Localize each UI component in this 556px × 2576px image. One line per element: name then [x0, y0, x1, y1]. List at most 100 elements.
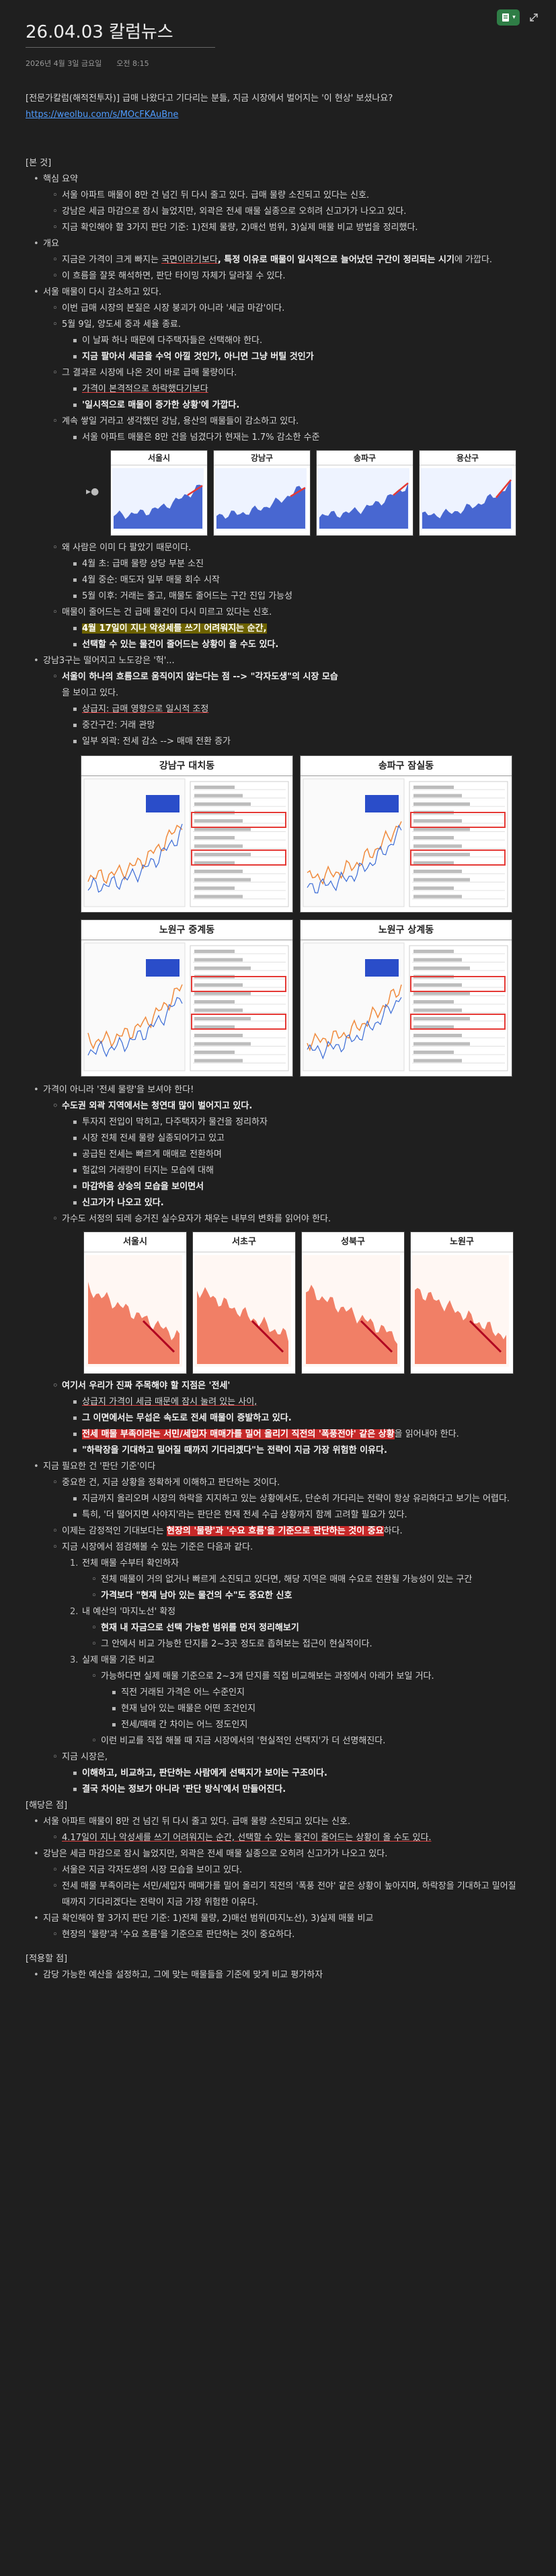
lease-chart: 서초구 — [192, 1232, 296, 1374]
district-chart: 강남구 대치동 — [81, 755, 293, 913]
criterion-sub: 이런 비교를 직접 해볼 때 지금 시장에서의 '현실적인 선택지'가 더 선명… — [91, 1733, 516, 1749]
table-cell — [194, 886, 235, 890]
area-series — [197, 1287, 288, 1364]
criterion-title: 실제 매물 기준 비교 — [70, 1653, 516, 1669]
market-sub: 이해하고, 비교하고, 판단하는 사람에게 선택지가 보이는 구조이다. — [73, 1766, 516, 1782]
price-sub: 시장 전체 전세 물량 실종되어가고 있고 — [73, 1131, 516, 1147]
note-time: 오전 8:15 — [116, 59, 149, 68]
table-cell — [413, 802, 470, 806]
gangbuk-sub: 상급지: 급매 영향으로 일시적 조정 — [73, 702, 516, 718]
table-cell — [413, 950, 454, 953]
callout-box — [365, 795, 399, 812]
summary-item: 서울 아파트 매물이 8만 건 넘긴 뒤 다시 줄고 있다. 급매 물량 소진되… — [52, 188, 516, 204]
trend-arrow — [360, 1320, 393, 1353]
lease-series — [307, 824, 402, 894]
table-cell — [413, 853, 470, 856]
now-sub: 지금까지 올리오며 시장의 하락을 지지하고 있는 상황에서도, 단순히 가다리… — [73, 1491, 516, 1507]
decrease-line: 그 결과로 시장에 나온 것이 바로 급매 물량이다. — [52, 365, 516, 381]
table-cell — [194, 983, 243, 987]
table-cell — [194, 870, 243, 873]
focus-tail: 을 읽어내야 한다. — [394, 1429, 459, 1439]
price-line: 수도권 외곽 지역에서는 청연대 많이 벌어지고 있다. — [52, 1098, 516, 1114]
highlight-box — [191, 849, 286, 866]
criterion-title: 전체 매물 수부터 확인하자 — [70, 1556, 516, 1572]
area-series — [114, 484, 202, 529]
chart-plot — [303, 1255, 400, 1367]
price-series — [87, 825, 183, 884]
chart-plot — [85, 1255, 182, 1367]
table-cell — [413, 958, 462, 962]
market-bold: 결국 차이는 정보가 아니라 '판단 방식'에서 만들어진다. — [82, 1784, 286, 1794]
criterion-bold: 가격보다 "현재 남아 있는 물건의 수"도 중요한 신호 — [101, 1591, 292, 1601]
area-series — [319, 483, 408, 529]
decrease-sub: 가격이 본격적으로 하락했다기보다 — [73, 381, 516, 397]
table-cell — [194, 895, 243, 899]
criterion-sub: 그 안에서 비교 가능한 단지를 2~3곳 정도로 좁혀보는 접근이 현실적이다… — [91, 1636, 516, 1653]
focus-red-highlight: 전세 매물 부족이라는 서민/세입자 매매가를 밀어 올리기 직전의 '폭풍전야… — [82, 1429, 395, 1439]
area-series — [306, 1285, 397, 1364]
note-meta: 2026년 4월 3일 금요일 오전 8:15 — [26, 56, 516, 72]
fact-underline: 4.17일이 지나 악성세를 쓰기 어려워지는 순간, 선택할 수 있는 물건이… — [62, 1833, 432, 1843]
table-cell — [413, 819, 462, 823]
price-text: 가격이 아니라 '전세 물량'을 보셔야 한다! — [43, 1085, 194, 1095]
table-cell — [413, 1000, 454, 1003]
table-cell — [413, 983, 462, 987]
table-cell — [413, 1025, 454, 1029]
intro-line: [전문가칼럼(해적전투자)] 급매 나왔다고 기다리는 분들, 지금 시장에서 … — [26, 93, 393, 104]
market-sub: 결국 차이는 정보가 아니라 '판단 방식'에서 만들어진다. — [73, 1782, 516, 1798]
highlight-box — [191, 1014, 286, 1030]
chart-title: 성북구 — [302, 1232, 404, 1252]
now-line: 지금 시장에서 점검해볼 수 있는 기준은 다음과 같다. — [52, 1540, 516, 1556]
chart-title: 송파구 잠실동 — [301, 756, 512, 776]
decrease-sub: 이 날짜 하나 때문에 다주택자들은 선택해야 한다. — [73, 333, 516, 349]
area-series — [88, 1281, 180, 1364]
listing-chart: 강남구 — [213, 450, 311, 536]
listing-chart-row: ▸● 서울시 강남구 송파구 용산구 — [86, 450, 516, 536]
summary-item: 지금 확인해야 할 3가지 판단 기준: 1)전체 물량, 2)매선 범위, 3… — [52, 220, 516, 236]
area-series — [415, 1287, 506, 1364]
price-sub: 헐값의 거래량이 터지는 모습에 대해 — [73, 1163, 516, 1179]
gangbuk-line: 서울이 하나의 흐름으로 움직이지 않는다는 점 --> "각자도생"의 시장 … — [52, 669, 516, 685]
trend-arrow — [495, 479, 512, 498]
decrease-line: 이번 급매 시장의 본질은 시장 붕괴가 아니라 '세금 마감'이다. — [52, 301, 516, 317]
area-series — [422, 480, 511, 529]
table-cell — [194, 861, 235, 865]
expand-button[interactable] — [525, 9, 543, 26]
decrease-sub: 지금 팔아서 세금을 수억 아낄 것인가, 아니면 그냥 버틸 것인가 — [73, 349, 516, 365]
table-cell — [194, 1034, 243, 1037]
notebook-icon — [502, 13, 510, 22]
area-series — [216, 486, 305, 529]
decrease-sub: '일시적으로 매물이 증가한 상황'에 가깝다. — [73, 397, 516, 414]
price-sub: 공급된 전세는 빠르게 매매로 전환하며 — [73, 1147, 516, 1163]
table-cell — [413, 861, 454, 865]
trend-arrow — [469, 1320, 502, 1353]
source-link[interactable]: https://weolbu.com/s/MOcFKAuBne — [26, 110, 179, 120]
trend-arrow — [142, 1320, 175, 1353]
criterion-sub2: 직전 거래된 가격은 어느 수준인지 — [112, 1685, 516, 1701]
table-cell — [194, 819, 243, 823]
fact-sub: 현장의 '물량'과 '수요 흐름'을 기준으로 판단하는 것이 중요하다. — [52, 1927, 516, 1943]
gangbuk-cont: 을 보이고 있다. — [62, 688, 119, 698]
table-cell — [413, 967, 470, 970]
price-item: 가격이 아니라 '전세 물량'을 보셔야 한다! — [34, 1082, 516, 1098]
table-cell — [194, 991, 251, 995]
lease-chart-row: 서울시 서초구 성북구 노원구 — [83, 1232, 516, 1374]
overview-tail: 에 가깝다. — [454, 255, 493, 265]
chart-plot — [194, 1255, 291, 1367]
why-line: 왜 사람은 이미 다 팔았기 때문이다. — [52, 540, 516, 556]
summary-item: 강남은 세금 마감으로 잠시 늘었지만, 외곽은 전세 매물 실종으로 오히려 … — [52, 204, 516, 220]
table-cell — [413, 878, 470, 882]
table-cell — [413, 895, 462, 899]
price-line: 가수도 서정의 되레 승거진 실수요자가 채우는 내부의 변화를 읽어야 한다. — [52, 1211, 516, 1227]
apply-tag: [적용할 점] — [26, 1954, 68, 1964]
table-cell — [413, 836, 454, 839]
focus-line: 여기서 우리가 진짜 주목해야 할 지점은 '전세' — [52, 1378, 516, 1394]
chart-plot — [303, 778, 508, 907]
lease-chart: 서울시 — [83, 1232, 187, 1374]
now-text: 이제는 감정적인 기대보다는 — [62, 1526, 167, 1536]
notebook-button[interactable]: ▾ — [497, 9, 520, 26]
listing-chart: 송파구 — [316, 450, 413, 536]
market-line: 지금 시장은, — [52, 1749, 516, 1766]
fact-sub: 전세 매물 부족이라는 서민/세입자 매매가를 밀어 올리기 직전의 '폭풍 전… — [52, 1879, 516, 1911]
trend-arrow — [251, 1320, 284, 1353]
